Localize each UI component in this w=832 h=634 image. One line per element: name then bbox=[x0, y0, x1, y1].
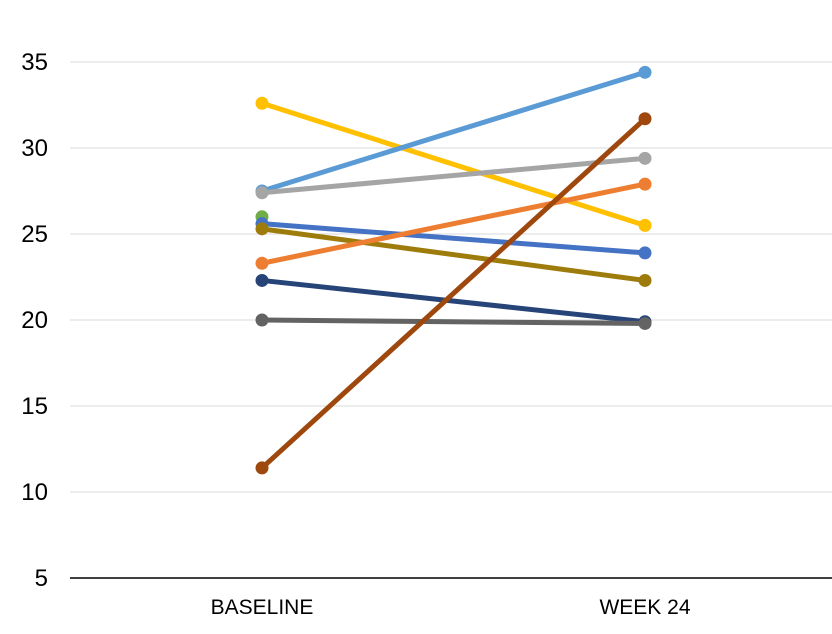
series-7 bbox=[255, 177, 652, 270]
series-line bbox=[259, 221, 648, 256]
series-line bbox=[259, 69, 648, 194]
data-point bbox=[255, 222, 269, 236]
y-tick-label: 5 bbox=[35, 565, 48, 592]
data-point bbox=[638, 151, 652, 165]
data-point bbox=[255, 273, 269, 287]
data-point bbox=[255, 256, 269, 270]
series-line bbox=[259, 100, 648, 228]
data-point bbox=[638, 65, 652, 79]
y-tick-label: 20 bbox=[21, 307, 48, 334]
y-tick-label: 25 bbox=[21, 221, 48, 248]
x-tick-label: BASELINE bbox=[211, 596, 314, 619]
series-lines bbox=[255, 65, 652, 475]
series-line bbox=[259, 277, 648, 325]
series-line bbox=[259, 181, 648, 266]
y-tick-label: 35 bbox=[21, 49, 48, 76]
series-line bbox=[259, 226, 648, 283]
data-point bbox=[255, 186, 269, 200]
data-point bbox=[255, 313, 269, 327]
data-point bbox=[638, 177, 652, 191]
y-tick-label: 15 bbox=[21, 393, 48, 420]
data-point bbox=[638, 316, 652, 330]
data-point bbox=[638, 112, 652, 126]
gridlines bbox=[70, 61, 832, 493]
data-point bbox=[638, 246, 652, 260]
y-tick-label: 10 bbox=[21, 479, 48, 506]
data-point bbox=[255, 96, 269, 110]
y-tick-label: 30 bbox=[21, 135, 48, 162]
data-point bbox=[255, 461, 269, 475]
series-1 bbox=[255, 96, 652, 232]
x-axis-tick-labels: BASELINE WEEK 24 bbox=[211, 596, 691, 619]
y-axis-tick-labels: 5 10 15 20 25 30 35 bbox=[21, 49, 48, 592]
series-line bbox=[259, 317, 648, 326]
x-tick-label: WEEK 24 bbox=[599, 596, 690, 619]
series-6 bbox=[255, 222, 652, 287]
data-point bbox=[638, 218, 652, 232]
series-9 bbox=[255, 313, 652, 330]
series-3 bbox=[255, 151, 652, 200]
series-10 bbox=[255, 112, 652, 475]
series-line bbox=[259, 155, 648, 196]
series-line bbox=[259, 116, 648, 471]
data-point bbox=[638, 273, 652, 287]
